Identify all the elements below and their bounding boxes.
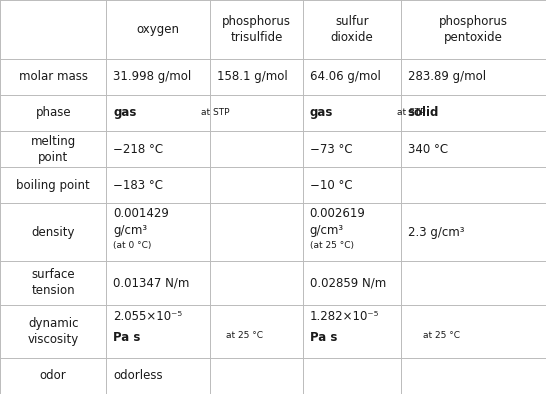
Text: phosphorus
pentoxide: phosphorus pentoxide — [439, 15, 508, 44]
Text: 2.055×10⁻⁵: 2.055×10⁻⁵ — [113, 310, 182, 323]
Text: (at 25 °C): (at 25 °C) — [310, 241, 354, 250]
Text: 1.282×10⁻⁵: 1.282×10⁻⁵ — [310, 310, 379, 323]
Text: density: density — [32, 226, 75, 239]
Text: 0.001429: 0.001429 — [113, 207, 169, 220]
Text: 0.02859 N/m: 0.02859 N/m — [310, 276, 386, 289]
Text: 0.01347 N/m: 0.01347 N/m — [113, 276, 189, 289]
Text: 0.002619: 0.002619 — [310, 207, 365, 220]
Text: (at 0 °C): (at 0 °C) — [113, 241, 151, 250]
Text: odorless: odorless — [113, 370, 163, 383]
Text: at STP: at STP — [201, 108, 229, 117]
Text: 340 °C: 340 °C — [408, 143, 448, 156]
Text: at STP: at STP — [397, 108, 426, 117]
Text: solid: solid — [408, 106, 439, 119]
Text: phase: phase — [35, 106, 71, 119]
Text: 2.3 g/cm³: 2.3 g/cm³ — [408, 226, 464, 239]
Text: Pa s: Pa s — [310, 331, 337, 344]
Text: boiling point: boiling point — [16, 179, 90, 192]
Text: 158.1 g/mol: 158.1 g/mol — [217, 70, 288, 83]
Text: Pa s: Pa s — [113, 331, 140, 344]
Text: melting
point: melting point — [31, 135, 76, 164]
Text: surface
tension: surface tension — [32, 268, 75, 297]
Text: 283.89 g/mol: 283.89 g/mol — [408, 70, 486, 83]
Text: g/cm³: g/cm³ — [310, 224, 344, 237]
Text: oxygen: oxygen — [137, 23, 180, 36]
Text: phosphorus
trisulfide: phosphorus trisulfide — [222, 15, 291, 44]
Text: gas: gas — [310, 106, 333, 119]
Text: 31.998 g/mol: 31.998 g/mol — [113, 70, 191, 83]
Text: −218 °C: −218 °C — [113, 143, 163, 156]
Text: at 25 °C: at 25 °C — [423, 331, 460, 340]
Text: −10 °C: −10 °C — [310, 179, 352, 192]
Text: g/cm³: g/cm³ — [113, 224, 147, 237]
Text: −183 °C: −183 °C — [113, 179, 163, 192]
Text: gas: gas — [113, 106, 136, 119]
Text: odor: odor — [40, 370, 67, 383]
Text: at 25 °C: at 25 °C — [226, 331, 263, 340]
Text: dynamic
viscosity: dynamic viscosity — [28, 317, 79, 346]
Text: 64.06 g/mol: 64.06 g/mol — [310, 70, 381, 83]
Text: −73 °C: −73 °C — [310, 143, 352, 156]
Text: molar mass: molar mass — [19, 70, 88, 83]
Text: sulfur
dioxide: sulfur dioxide — [331, 15, 373, 44]
